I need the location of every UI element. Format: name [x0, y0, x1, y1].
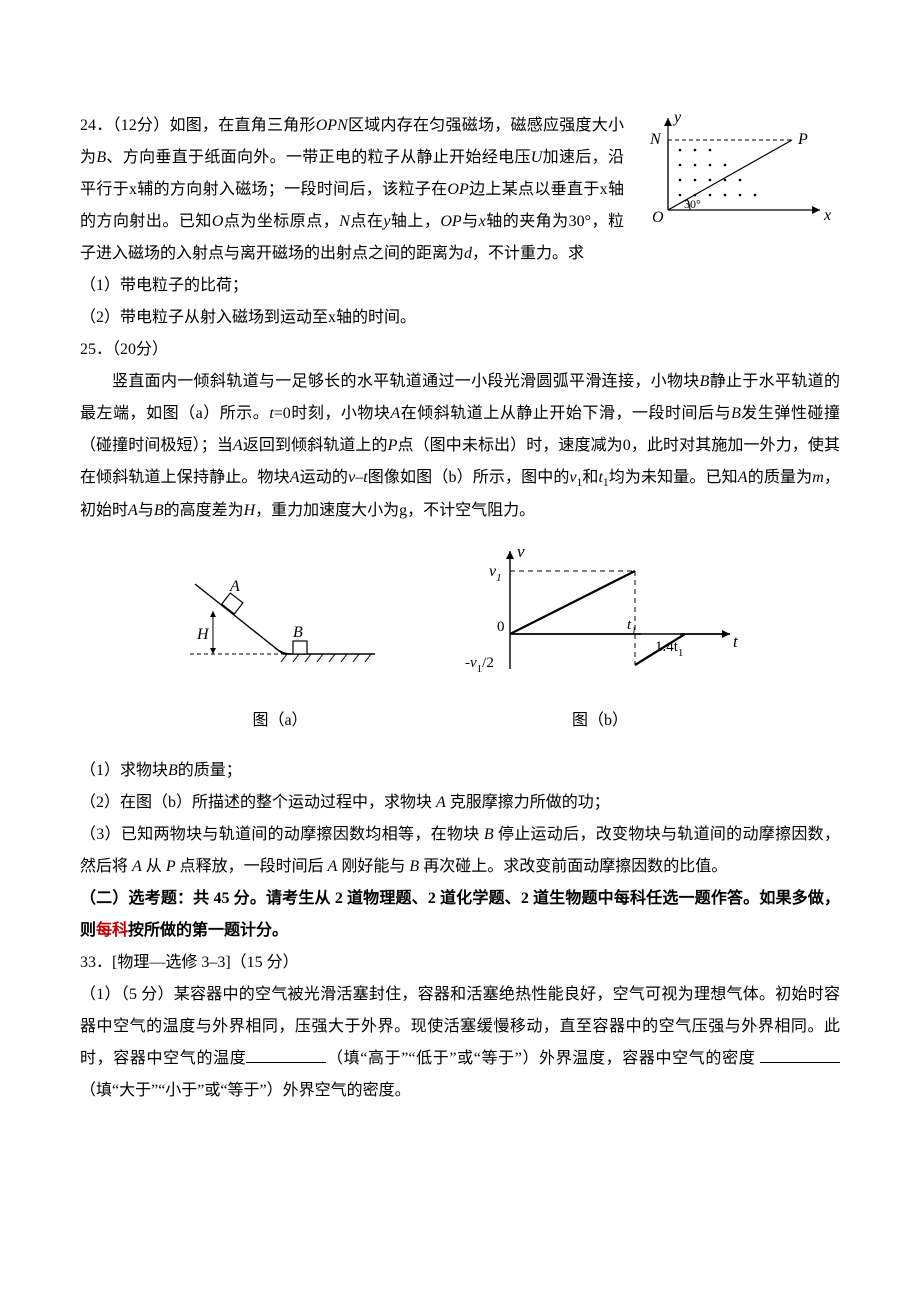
txt: ，重力加速度大小为g，不计空气阻力。 — [255, 502, 535, 519]
txt: A — [132, 858, 142, 875]
txt: 再次碰上。求改变前面动摩擦因数的比值。 — [419, 858, 727, 875]
txt: 图像如图（b）所示，图中的 — [368, 469, 570, 486]
txt: （3）已知两物块与轨道间的动摩擦因数均相等，在物块 — [80, 826, 484, 843]
txt: 运动的 — [300, 469, 349, 486]
diagram-opn: N P O x y 30° — [640, 110, 840, 252]
txt: H — [244, 502, 256, 519]
label-N: N — [649, 131, 662, 148]
txt: A — [290, 469, 300, 486]
txt: （填“大于”“小于”或“等于”）外界空气的密度。 — [80, 1082, 411, 1099]
txt-u: U — [531, 149, 543, 166]
txt: m — [812, 469, 824, 486]
figB-t: t — [733, 632, 739, 651]
figure-a: A B H — [175, 549, 385, 737]
txt-op: OP — [447, 181, 468, 198]
txt: P — [388, 437, 398, 454]
figA-A: A — [229, 578, 240, 595]
txt: A — [233, 437, 243, 454]
figB-negv1half: -v1/2 — [465, 655, 494, 675]
txt: 均为未知量。已知 — [609, 469, 738, 486]
txt: 点释放，一段时间后 — [176, 858, 328, 875]
txt: 与 — [138, 502, 154, 519]
txt: B — [154, 502, 164, 519]
txt: v — [570, 469, 577, 486]
txt: 按所做的第一题计分。 — [128, 922, 288, 939]
q24-sub2: （2）带电粒子从射入磁场到运动至x轴的时间。 — [80, 302, 840, 334]
q33-p1: （1）（5 分）某容器中的空气被光滑活塞封住，容器和活塞绝热性能良好，空气可视为… — [80, 979, 840, 1107]
txt: 轴上， — [390, 213, 440, 230]
txt: A — [128, 502, 138, 519]
q33-label: 33．[物理—选修 3–3]（15 分） — [80, 947, 840, 979]
txt: B — [168, 762, 178, 779]
txt: 点为坐标原点， — [223, 213, 339, 230]
txt-b: B — [96, 149, 106, 166]
txt: （填“高于”“低于”或“等于”）外界温度，容器中空气的密度 — [326, 1050, 755, 1067]
blank-1 — [246, 1046, 326, 1063]
txt: 的高度差为 — [164, 502, 244, 519]
txt: 与 — [462, 213, 479, 230]
label-P: P — [797, 131, 808, 148]
txt-d: d — [464, 245, 472, 262]
label-angle: 30° — [684, 197, 701, 211]
figB-v: v — [517, 542, 525, 561]
txt: 和 — [582, 469, 598, 486]
txt: 、方向垂直于纸面向外。一带正电的粒子从静止开始经电压 — [106, 149, 531, 166]
q24-label: 24．（12分）如图，在直角三角形 — [80, 117, 316, 134]
label-x: x — [823, 207, 831, 224]
q25-body: 竖直面内一倾斜轨道与一足够长的水平轨道通过一小段光滑圆弧平滑连接，小物块B静止于… — [80, 366, 840, 527]
txt: B — [700, 373, 710, 390]
txt: =0时刻，小物块 — [274, 405, 391, 422]
document-page: N P O x y 30° 24．（12分）如图，在直角三角形OPN区域内存在匀… — [0, 0, 920, 1302]
txt: （1）求物块 — [80, 762, 168, 779]
figA-caption: 图（a） — [175, 705, 385, 737]
label-y: y — [672, 110, 682, 126]
figB-caption: 图（b） — [455, 705, 745, 737]
txt: 在倾斜轨道上从静止开始下滑，一段时间后与 — [400, 405, 731, 422]
txt-opn: OPN — [316, 117, 348, 134]
txt: ，不计重力。求 — [472, 245, 584, 262]
txt: B — [731, 405, 741, 422]
q25-sub3: （3）已知两物块与轨道间的动摩擦因数均相等，在物块 B 停止运动后，改变物块与轨… — [80, 819, 840, 883]
q25-label: 25．（20分） — [80, 334, 840, 366]
txt: A — [436, 794, 446, 811]
txt: 从 — [142, 858, 166, 875]
txt: 竖直面内一倾斜轨道与一足够长的水平轨道通过一小段光滑圆弧平滑连接，小物块 — [112, 373, 700, 390]
txt: B — [409, 858, 419, 875]
txt: 返回到倾斜轨道上的 — [243, 437, 388, 454]
figB-zero: 0 — [497, 619, 505, 635]
txt-red: 每科 — [96, 922, 128, 939]
q24-sub1: （1）带电粒子的比荷； — [80, 270, 840, 302]
txt-n: N — [339, 213, 350, 230]
q25-sub1: （1）求物块B的质量； — [80, 755, 840, 787]
label-O: O — [652, 209, 664, 226]
txt-op2: OP — [440, 213, 461, 230]
blank-2 — [760, 1046, 840, 1063]
txt: A — [390, 405, 400, 422]
figA-B: B — [293, 624, 303, 641]
figure-row: A B H — [80, 539, 840, 737]
txt: （2）在图（b）所描述的整个运动过程中，求物块 — [80, 794, 436, 811]
txt: A — [328, 858, 338, 875]
txt: 的质量； — [178, 762, 242, 779]
txt-o: O — [212, 213, 224, 230]
txt: – — [355, 469, 363, 486]
q25-sub2: （2）在图（b）所描述的整个运动过程中，求物块 A 克服摩擦力所做的功； — [80, 787, 840, 819]
txt: P — [166, 858, 176, 875]
section2-title: （二）选考题：共 45 分。请考生从 2 道物理题、2 道化学题、2 道生物题中… — [80, 883, 840, 947]
txt: 的质量为 — [748, 469, 813, 486]
figB-v1: v1 — [489, 563, 502, 584]
figA-H: H — [196, 626, 210, 643]
txt: 克服摩擦力所做的功； — [446, 794, 610, 811]
txt: A — [738, 469, 748, 486]
txt: 点在 — [350, 213, 383, 230]
txt: B — [484, 826, 494, 843]
txt-x: x — [479, 213, 486, 230]
figure-b: v v1 0 -v1/2 t1 1.4t1 t 图（b） — [455, 539, 745, 737]
txt: 刚好能与 — [337, 858, 409, 875]
